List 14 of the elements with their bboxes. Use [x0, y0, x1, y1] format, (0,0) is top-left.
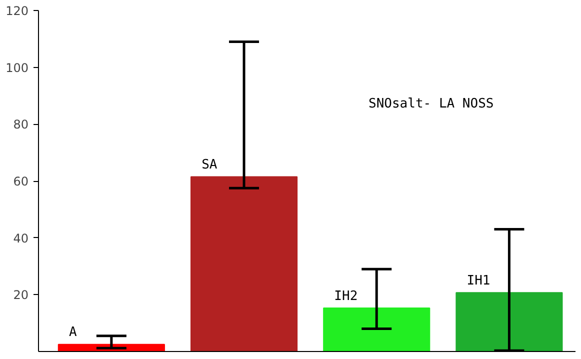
x-tick-label: IH1	[466, 273, 490, 288]
x-tick-label: SA	[202, 157, 218, 172]
x-tick-label: A	[68, 325, 77, 340]
bar	[323, 308, 430, 352]
y-tick-label: 40	[13, 231, 29, 246]
x-tick-label: IH2	[334, 288, 358, 304]
bar	[190, 176, 298, 352]
y-tick-label: 120	[6, 4, 28, 18]
annotation: SNOsalt- LA NOSS	[368, 96, 494, 112]
y-tick-label: 20	[13, 288, 29, 302]
bar	[456, 292, 563, 352]
y-tick-label: 60	[13, 174, 29, 188]
y-tick-label: 100	[6, 60, 28, 75]
y-tick-label: 80	[13, 118, 29, 132]
